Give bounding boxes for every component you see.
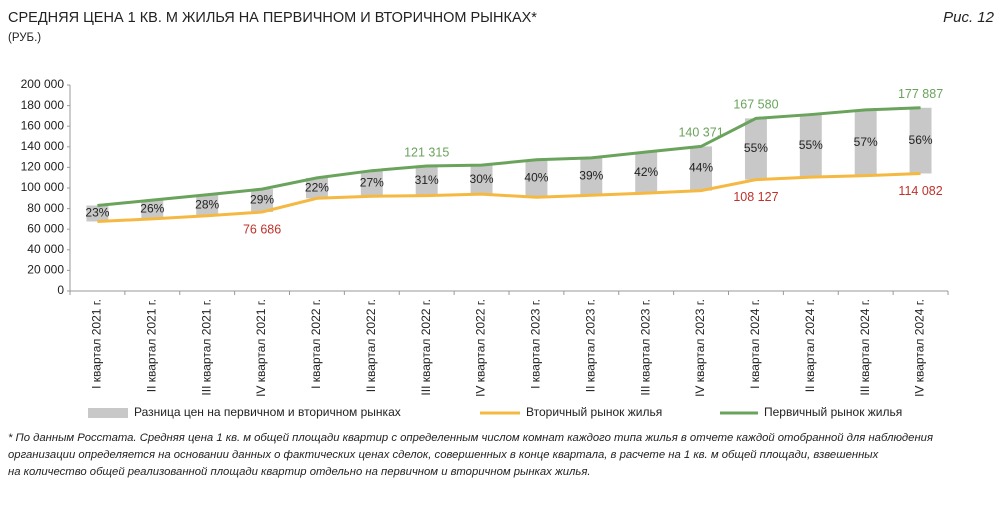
- difference-bar: [744, 118, 767, 180]
- x-tick-label: II квартал 2023 г.: [583, 299, 597, 392]
- difference-bar: [799, 114, 822, 178]
- difference-bar: [86, 205, 109, 222]
- difference-bar: [690, 146, 713, 191]
- legend-swatch: [88, 408, 128, 418]
- percent-label: 55%: [744, 141, 768, 155]
- y-tick-label: 120 000: [21, 160, 65, 174]
- difference-bar: [196, 194, 219, 216]
- difference-bar: [415, 166, 438, 196]
- y-tick-label: 80 000: [27, 201, 64, 215]
- percent-label: 30%: [470, 172, 494, 186]
- x-tick-label: II квартал 2022 г.: [364, 299, 378, 392]
- percent-label: 28%: [195, 197, 219, 211]
- value-label: 76 686: [243, 222, 281, 236]
- footnote: организации определяется на основании да…: [8, 449, 879, 461]
- value-label: 114 082: [898, 184, 942, 198]
- x-tick-label: IV квартал 2022 г.: [474, 299, 488, 397]
- x-tick-label: I квартал 2021 г.: [90, 299, 104, 389]
- x-tick-label: IV квартал 2023 г.: [693, 299, 707, 397]
- percent-label: 44%: [689, 161, 713, 175]
- difference-bar: [251, 189, 274, 213]
- x-tick-label: II квартал 2024 г.: [803, 299, 817, 392]
- y-tick-label: 140 000: [21, 139, 65, 153]
- difference-bar: [580, 157, 603, 196]
- value-label: 121 315: [404, 145, 449, 159]
- chart-title: СРЕДНЯЯ ЦЕНА 1 КВ. М ЖИЛЬЯ НА ПЕРВИЧНОМ …: [8, 10, 537, 26]
- x-tick-label: II квартал 2021 г.: [144, 299, 158, 392]
- percent-label: 31%: [415, 173, 439, 187]
- x-tick-label: III квартал 2022 г.: [419, 299, 433, 396]
- percent-label: 22%: [305, 180, 329, 194]
- y-tick-label: 160 000: [21, 118, 65, 132]
- percent-label: 40%: [524, 171, 548, 185]
- percent-label: 27%: [360, 176, 384, 190]
- y-tick-label: 20 000: [27, 263, 64, 277]
- difference-bar: [525, 159, 548, 198]
- value-label: 177 887: [898, 87, 943, 101]
- legend-label: Первичный рынок жилья: [764, 405, 902, 419]
- difference-bar: [854, 109, 877, 176]
- difference-bar: [635, 152, 658, 194]
- x-tick-label: I квартал 2023 г.: [529, 299, 543, 389]
- legend-label: Разница цен на первичном и вторичном рын…: [134, 405, 401, 419]
- percent-label: 56%: [909, 133, 933, 147]
- series-line: [97, 106, 921, 208]
- figure-label: Рис. 12: [943, 9, 995, 26]
- footnote: на количество общей реализованной площад…: [8, 466, 591, 478]
- chart-subtitle: (РУБ.): [8, 32, 41, 44]
- difference-bar: [141, 200, 164, 219]
- value-label: 108 127: [733, 190, 778, 204]
- y-tick-label: 0: [57, 283, 64, 297]
- y-tick-label: 100 000: [21, 180, 65, 194]
- y-tick-label: 180 000: [21, 98, 65, 112]
- percent-label: 23%: [85, 206, 109, 220]
- value-label: 167 580: [733, 98, 778, 112]
- series-line: [97, 171, 921, 223]
- y-tick-label: 40 000: [27, 242, 64, 256]
- percent-label: 29%: [250, 193, 274, 207]
- percent-label: 42%: [634, 165, 658, 179]
- x-tick-label: I квартал 2024 г.: [748, 299, 762, 389]
- x-tick-label: III квартал 2021 г.: [199, 299, 213, 396]
- percent-label: 55%: [799, 138, 823, 152]
- x-tick-label: III квартал 2023 г.: [638, 299, 652, 396]
- difference-bar: [360, 170, 383, 197]
- y-tick-label: 200 000: [21, 77, 65, 91]
- footnote: * По данным Росстата. Средняя цена 1 кв.…: [8, 432, 933, 444]
- x-tick-label: IV квартал 2024 г.: [913, 299, 927, 397]
- difference-bar: [470, 165, 493, 195]
- legend-label: Вторичный рынок жилья: [526, 405, 662, 419]
- percent-label: 39%: [579, 169, 603, 183]
- x-tick-label: III квартал 2024 г.: [858, 299, 872, 396]
- percent-label: 57%: [854, 135, 878, 149]
- percent-label: 26%: [140, 202, 164, 216]
- y-tick-label: 60 000: [27, 221, 64, 235]
- x-tick-label: I квартал 2022 г.: [309, 299, 323, 389]
- x-tick-label: IV квартал 2021 г.: [254, 299, 268, 397]
- value-label: 140 371: [678, 126, 723, 140]
- difference-bar: [305, 177, 328, 199]
- difference-bar: [909, 107, 932, 174]
